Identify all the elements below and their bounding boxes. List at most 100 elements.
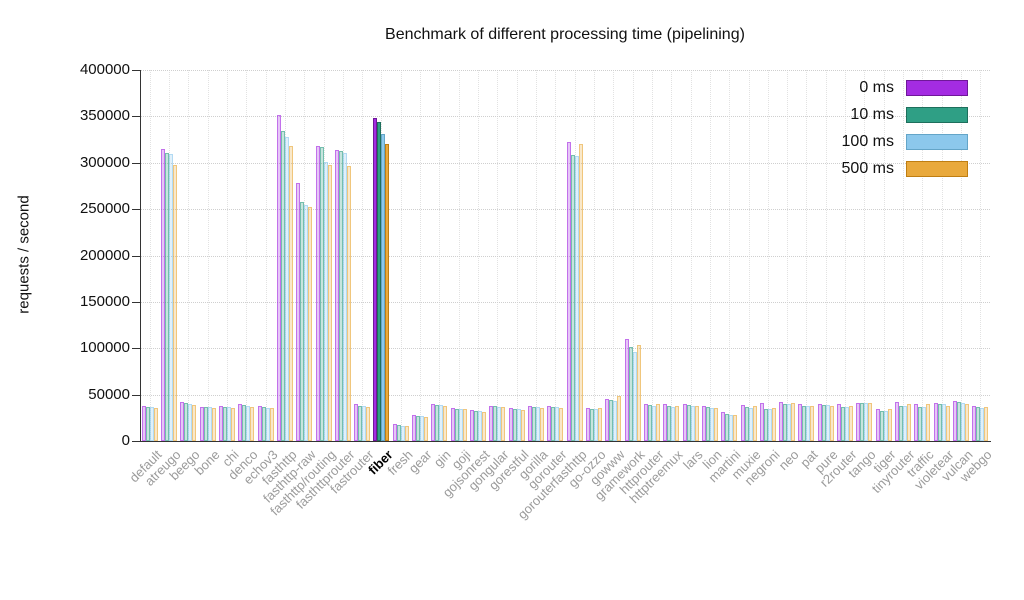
bar — [203, 406, 208, 441]
h-gridline — [140, 255, 990, 257]
bar — [458, 408, 463, 441]
bar — [489, 405, 494, 441]
bar — [172, 164, 177, 441]
bar — [933, 403, 938, 441]
bar — [849, 406, 854, 441]
bar — [725, 414, 730, 441]
h-gridline — [140, 301, 990, 303]
legend-row: 100 ms — [842, 133, 968, 151]
bar — [416, 415, 421, 441]
bar — [188, 403, 193, 441]
bar — [945, 405, 950, 441]
legend-label: 10 ms — [850, 106, 894, 123]
bar — [825, 405, 830, 441]
bar — [327, 164, 332, 441]
bar — [199, 406, 204, 441]
bar — [763, 408, 768, 441]
bar — [643, 403, 648, 441]
bar — [729, 414, 734, 441]
legend: 0 ms 10 ms 100 ms 500 ms — [842, 79, 968, 187]
bar — [570, 155, 575, 441]
bar — [443, 405, 448, 441]
y-tick-label: 150000 — [79, 292, 130, 310]
bar — [856, 402, 861, 441]
bar — [798, 403, 803, 441]
bar — [280, 131, 285, 441]
bar — [520, 409, 525, 441]
bar — [211, 407, 216, 441]
bar — [192, 404, 197, 441]
y-tick-mark — [132, 348, 140, 350]
bar — [354, 403, 359, 441]
bar — [385, 144, 390, 441]
bar — [555, 406, 560, 441]
bar — [358, 405, 363, 441]
bar — [965, 403, 970, 441]
bar — [860, 402, 865, 441]
h-gridline — [140, 209, 990, 211]
bar — [899, 405, 904, 441]
bar — [226, 407, 231, 441]
bar — [597, 407, 602, 441]
h-gridline — [140, 394, 990, 396]
chart-title: Benchmark of different processing time (… — [385, 26, 745, 43]
bar — [528, 405, 533, 441]
bar — [145, 406, 150, 441]
bar — [636, 344, 641, 441]
bar — [184, 402, 189, 441]
bar — [593, 408, 598, 441]
bar — [207, 407, 212, 441]
bar — [783, 403, 788, 441]
bar — [941, 403, 946, 441]
y-tick-label: 400000 — [79, 61, 130, 78]
bar — [686, 405, 691, 441]
bar — [759, 402, 764, 441]
bar — [551, 406, 556, 441]
bar — [250, 406, 255, 441]
bar — [624, 338, 629, 441]
bar — [937, 403, 942, 441]
bar — [740, 404, 745, 441]
y-tick-mark — [132, 70, 140, 71]
legend-label: 0 ms — [859, 79, 894, 96]
bar — [690, 405, 695, 441]
bar — [404, 426, 409, 441]
bar — [976, 406, 981, 441]
bar — [547, 405, 552, 441]
bar — [319, 146, 324, 441]
bar — [864, 402, 869, 441]
y-tick-label: 0 — [121, 432, 130, 449]
bar — [470, 410, 475, 441]
bar — [160, 148, 165, 441]
bar — [709, 407, 714, 441]
bar — [887, 409, 892, 441]
bar — [168, 154, 173, 441]
bar — [222, 406, 227, 441]
bar — [323, 161, 328, 441]
legend-label: 100 ms — [841, 133, 894, 150]
bar — [926, 403, 931, 441]
bar — [439, 405, 444, 441]
bar — [141, 405, 146, 441]
bar — [454, 408, 459, 441]
bar — [845, 406, 850, 441]
bar — [276, 114, 281, 441]
y-tick-label: 350000 — [79, 107, 130, 125]
bar — [424, 416, 429, 441]
bar — [841, 406, 846, 441]
bar — [400, 425, 405, 441]
y-tick-label: 300000 — [79, 153, 130, 171]
bar — [875, 408, 880, 441]
y-tick-label: 50000 — [88, 385, 130, 403]
bar — [647, 405, 652, 441]
bar — [651, 405, 656, 441]
bar — [412, 415, 417, 441]
bar — [377, 121, 382, 441]
bar — [771, 407, 776, 441]
legend-swatch — [906, 107, 968, 123]
bar — [694, 405, 699, 441]
bar — [257, 405, 262, 441]
bar — [516, 409, 521, 441]
bar — [346, 166, 351, 441]
